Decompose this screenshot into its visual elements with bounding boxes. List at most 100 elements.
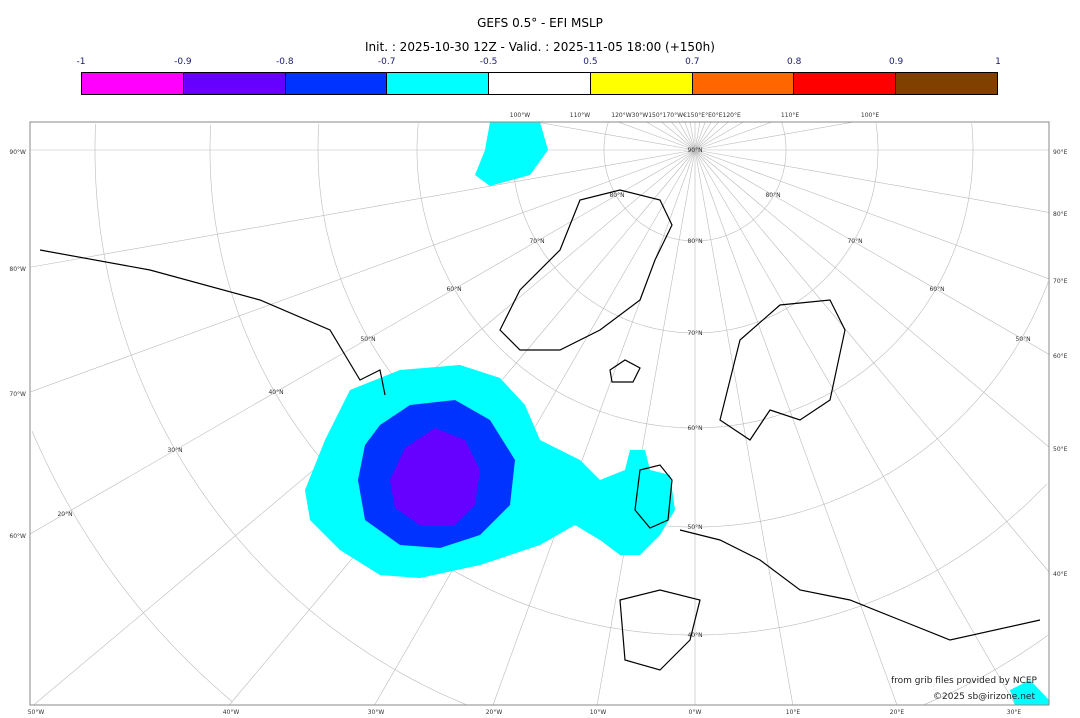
colorbar-tick-label: 1 (995, 57, 1001, 67)
colorbar-tick-label: -0.5 (479, 57, 498, 67)
meridian-line (694, 149, 794, 705)
meridian-line (694, 149, 1049, 355)
graticule-label: 0°W (689, 709, 702, 716)
meridian-line (678, 122, 696, 151)
colorbar-tick-label: -0.9 (174, 57, 192, 67)
meridian-line (694, 122, 744, 151)
latitude-circle (416, 123, 974, 429)
meridian-line (646, 122, 696, 151)
graticule-label: 20°N (57, 511, 72, 518)
colorbar-bin (692, 73, 795, 94)
graticule-label: 50°E (1053, 446, 1068, 453)
latitude-circle (31, 431, 233, 702)
graticule-label: 10°W (590, 709, 607, 716)
graticule-label: 60°N (929, 286, 944, 293)
colorbar-bin (387, 73, 490, 94)
graticule-label: 120°W30°W150°170°W€150°E°E0°E120°E (611, 112, 741, 119)
graticule-label: 50°N (1015, 336, 1030, 343)
graticule-label: 50°N (687, 524, 702, 531)
colorbar (81, 72, 998, 95)
meridian-line (694, 122, 854, 151)
colorbar-tick-label: 0.9 (888, 57, 904, 67)
colorbar-tick-label: 0.7 (685, 57, 700, 67)
graticule-label: 70°N (529, 238, 544, 245)
graticule-label: 30°W (368, 709, 385, 716)
colorbar-tick-label: -1 (76, 57, 86, 67)
graticule-label: 50°N (360, 336, 375, 343)
latitude-circle (603, 122, 787, 242)
graticule-label: 100°W (510, 112, 530, 119)
efi-area-cyan-corner (1010, 680, 1049, 705)
graticule-label: 100°E (861, 112, 879, 119)
colorbar-bin (896, 73, 998, 94)
latitude-circle (94, 123, 466, 705)
graticule-label: 70°E (1053, 278, 1068, 285)
graticule-label: 20°E (890, 709, 905, 716)
meridian-line (30, 149, 696, 393)
graticule (30, 122, 1049, 705)
meridian-line (617, 122, 696, 151)
meridian-line (536, 122, 696, 151)
graticule-label: 110°E (781, 112, 799, 119)
meridian-line (30, 149, 696, 535)
graticule-label: 90°N (687, 147, 702, 154)
colorbar-tick-label: 0.8 (787, 57, 802, 67)
meridian-line (694, 122, 712, 151)
colorbar-tick-label: -0.8 (275, 57, 294, 67)
meridian-line (694, 149, 1049, 573)
meridian-line (671, 122, 696, 151)
graticule-label: 60°W (9, 533, 26, 540)
meridian-line (689, 122, 696, 151)
graticule-label: 80°E (1053, 211, 1068, 218)
chart-subtitle: Init. : 2025-10-30 12Z - Valid. : 2025-1… (365, 40, 715, 54)
efi-area-violet (390, 428, 480, 525)
graticule-label: 90°E (1053, 149, 1068, 156)
latitude-circle (875, 122, 879, 150)
latitude-circle (781, 122, 787, 150)
credit-copyright: ©2025 sb@irizone.net (933, 692, 1035, 702)
graticule-label: 10°E (786, 709, 801, 716)
map-frame (29, 121, 1050, 706)
graticule-label: 50°W (28, 709, 45, 716)
graticule-label: 40°N (687, 632, 702, 639)
meridian-line (694, 149, 1049, 448)
colorbar-bin (285, 73, 388, 94)
graticule-label: 40°W (223, 709, 240, 716)
colorbar-bin (489, 73, 591, 94)
coastlines (39, 189, 1041, 671)
graticule-label: 80°W (9, 266, 26, 273)
latitude-circle (971, 123, 974, 150)
meridian-line (30, 149, 696, 268)
latitude-circle (924, 635, 1048, 705)
efi-field (305, 122, 1049, 705)
graticule-label: 110°W (570, 112, 590, 119)
colorbar-bin (82, 73, 184, 94)
latitude-circle (209, 124, 1048, 636)
meridian-line (694, 149, 898, 705)
map-content (30, 122, 1049, 705)
colorbar-tick-label: -0.7 (377, 57, 396, 67)
credit-source: from grib files provided by NCEP (891, 676, 1037, 686)
meridian-line (694, 149, 1016, 705)
graticule-label: 70°N (687, 330, 702, 337)
meridian-line (694, 122, 701, 151)
meridian-line (492, 149, 696, 705)
graticule-label: 80°N (765, 192, 780, 199)
meridian-line (694, 122, 719, 151)
graticule-label: 20°W (486, 709, 503, 716)
colorbar-bin (794, 73, 897, 94)
graticule-label: 90°W (9, 149, 26, 156)
meridian-line (661, 122, 696, 151)
meridian-line (694, 149, 1049, 213)
graticule-label: 80°N (609, 192, 624, 199)
graticule-label: 40°N (268, 389, 283, 396)
graticule-labels: 90°W 80°W 70°W 60°W 90°E 80°E 70°E 60°E 50°E 40°E… (9, 112, 1067, 716)
meridian-line (596, 149, 696, 705)
chart-title: GEFS 0.5° - EFI MSLP (477, 16, 603, 30)
colorbar-tick-label: 0.5 (583, 57, 598, 67)
colorbar-bin (590, 73, 693, 94)
graticule-label: 60°N (446, 286, 461, 293)
graticule-label: 70°N (847, 238, 862, 245)
meridian-line (374, 149, 696, 705)
